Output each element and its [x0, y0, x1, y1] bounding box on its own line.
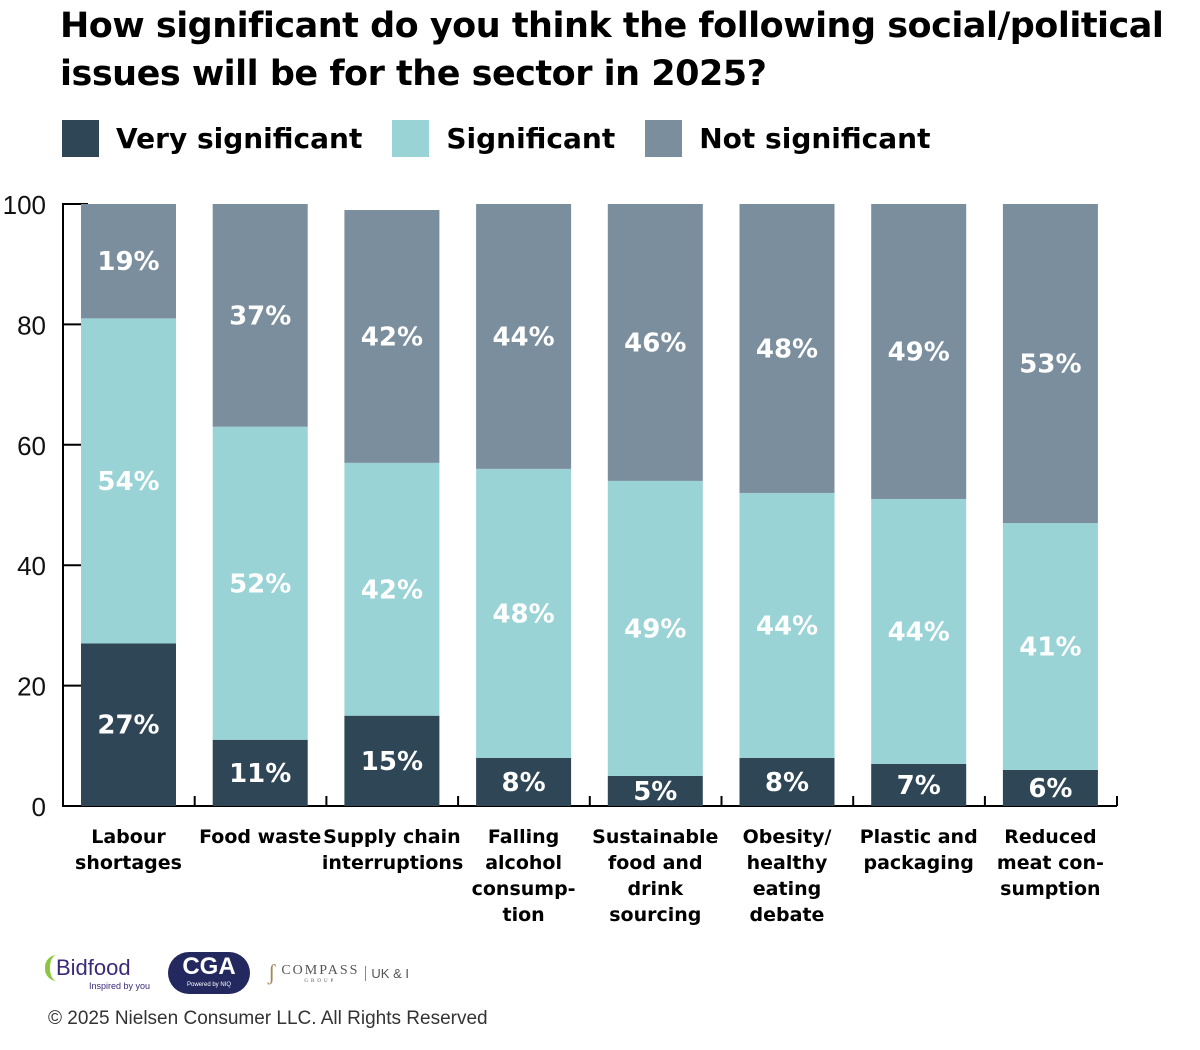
data-label: 49%: [888, 337, 950, 367]
bar-segment: [607, 480, 703, 776]
legend-swatch: [62, 120, 99, 157]
data-label: 8%: [502, 768, 546, 798]
bar-segment: [1002, 769, 1098, 806]
legend-item-not: Not significant: [645, 120, 930, 157]
bar-segment: [81, 643, 176, 806]
logos: Bidfood Inspired by you CGA Powered by NI…: [45, 952, 409, 994]
data-label: 6%: [1028, 774, 1072, 804]
bar-segment: [739, 757, 835, 806]
bar-segment: [476, 757, 572, 806]
bar-segment: [212, 739, 308, 806]
data-label: 42%: [361, 322, 423, 352]
cga-logo: CGA Powered by NIQ: [168, 952, 250, 994]
data-label: 37%: [229, 301, 291, 331]
data-label: 46%: [624, 328, 686, 358]
legend-label: Very significant: [116, 122, 363, 155]
data-label: 54%: [97, 467, 159, 497]
bar-segment: [344, 462, 440, 716]
bar-segment: [212, 204, 308, 427]
bar-segment: [1002, 523, 1098, 770]
x-tick-label: Supply chain interruptions: [321, 826, 464, 874]
data-label: 7%: [897, 771, 941, 801]
legend-item-very: Very significant: [62, 120, 362, 157]
data-label: 53%: [1019, 350, 1081, 380]
bar-segment: [871, 204, 967, 499]
data-label: 44%: [756, 611, 818, 641]
data-label: 41%: [1019, 632, 1081, 662]
y-tick-label: 60: [17, 431, 46, 461]
x-tick-label: Reduced meat con-sumption: [996, 826, 1104, 900]
data-label: 49%: [624, 614, 686, 644]
data-label: 42%: [361, 575, 423, 605]
bar-segment: [476, 468, 572, 758]
bar-segment: [476, 204, 572, 469]
bar-segment: [344, 715, 440, 806]
data-label: 11%: [229, 759, 291, 789]
data-label: 44%: [888, 617, 950, 647]
x-tick-label: Labour shortages: [75, 826, 182, 874]
data-label: 8%: [765, 768, 809, 798]
y-tick-label: 20: [17, 672, 46, 702]
bar-segment: [607, 204, 703, 481]
y-tick-label: 0: [32, 792, 46, 822]
data-label: 15%: [361, 747, 423, 777]
bar-segment: [871, 763, 967, 806]
data-label: 48%: [492, 599, 554, 629]
data-label: 44%: [492, 322, 554, 352]
data-label: 19%: [97, 247, 159, 277]
legend-item-significant: Significant: [392, 120, 615, 157]
legend-label: Not significant: [699, 122, 931, 155]
y-tick-label: 40: [17, 551, 46, 581]
legend: Very significant Significant Not signifi…: [62, 120, 960, 157]
data-label: 52%: [229, 569, 291, 599]
bar-segment: [1002, 204, 1098, 524]
copyright: © 2025 Nielsen Consumer LLC. All Rights …: [48, 1008, 488, 1029]
data-label: 5%: [633, 777, 677, 807]
x-tick-label: Obesity/ healthy eating debate: [742, 826, 832, 926]
bidfood-logo: Bidfood Inspired by you: [45, 955, 150, 991]
bar-segment: [871, 498, 967, 764]
y-tick-label: 100: [3, 190, 46, 220]
x-tick-label: Plastic and packaging: [859, 826, 978, 874]
y-tick-label: 80: [17, 310, 46, 340]
legend-swatch: [645, 120, 683, 157]
data-label: 48%: [756, 334, 818, 364]
bar-segment: [212, 426, 308, 740]
compass-logo: ʃ COMPASS GROUP UK & I: [268, 960, 409, 985]
bar-segment: [81, 318, 176, 644]
chart-title: How significant do you think the followi…: [60, 6, 1164, 94]
bar-segment: [607, 775, 703, 806]
x-tick-label: Falling alcohol consump-tion: [471, 826, 576, 926]
bar-segment: [739, 204, 835, 493]
x-tick-label: Sustainable food and drink sourcing: [592, 826, 719, 926]
data-label: 27%: [97, 711, 159, 741]
legend-swatch: [392, 120, 430, 157]
bar-segment: [739, 492, 835, 758]
x-tick-label: Food waste: [199, 826, 322, 848]
bar-segment: [344, 210, 440, 463]
bar-segment: [81, 204, 176, 319]
legend-label: Significant: [446, 122, 616, 155]
